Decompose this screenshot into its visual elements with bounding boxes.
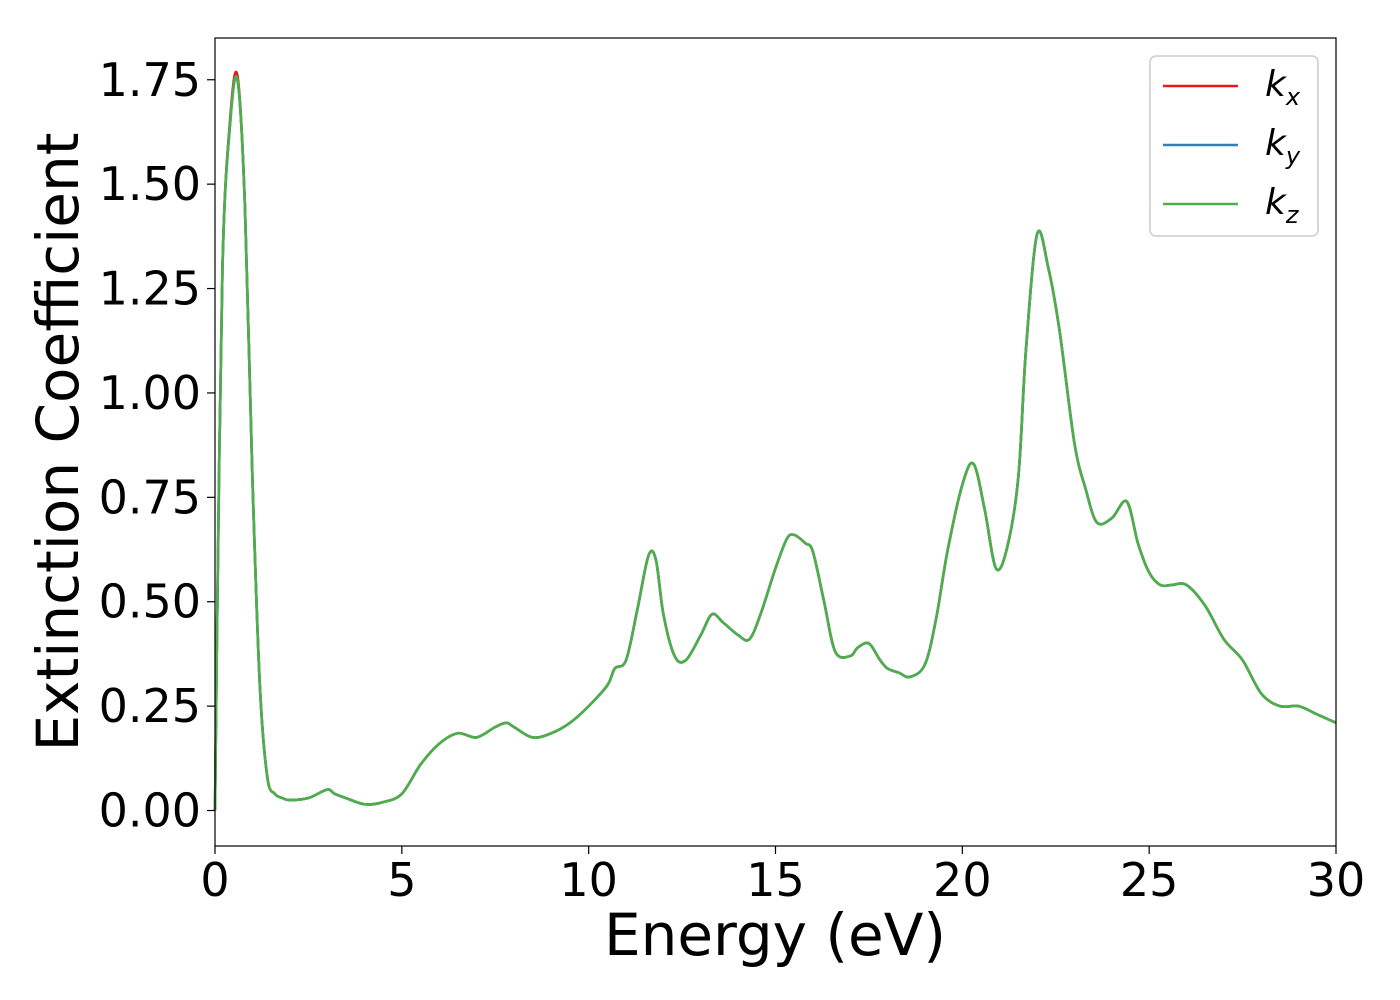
plot-background xyxy=(215,38,1336,846)
y-axis: 0.00 0.25 0.50 0.75 1.00 1.25 1.50 1.75 xyxy=(99,53,215,838)
x-tick-label: 30 xyxy=(1307,853,1366,907)
y-tick-label: 1.50 xyxy=(99,157,201,211)
x-axis: 0 5 10 15 20 25 30 xyxy=(200,846,1365,907)
y-tick-label: 1.00 xyxy=(99,366,201,420)
y-tick-label: 0.00 xyxy=(99,784,201,838)
legend-label-y: ky xyxy=(1265,123,1301,170)
x-tick-label: 15 xyxy=(746,853,805,907)
y-tick-label: 0.75 xyxy=(99,470,201,524)
x-tick-label: 20 xyxy=(933,853,992,907)
series-line-z xyxy=(213,75,1337,811)
y-tick-label: 0.50 xyxy=(99,575,201,629)
x-tick-label: 0 xyxy=(200,853,229,907)
legend: kx ky kz xyxy=(1149,55,1319,237)
y-tick-label: 1.25 xyxy=(99,262,201,316)
legend-label-x: kx xyxy=(1265,64,1301,111)
series-layer xyxy=(213,70,1337,811)
legend-label-z: kz xyxy=(1265,182,1300,229)
y-tick-label: 0.25 xyxy=(99,679,201,733)
x-tick-label: 10 xyxy=(559,853,618,907)
x-axis-title: Energy (eV) xyxy=(604,901,946,969)
y-tick-label: 1.75 xyxy=(99,53,201,107)
x-tick-label: 25 xyxy=(1120,853,1179,907)
x-tick-label: 5 xyxy=(387,853,416,907)
y-axis-title: Extinction Coefficient xyxy=(24,133,92,752)
